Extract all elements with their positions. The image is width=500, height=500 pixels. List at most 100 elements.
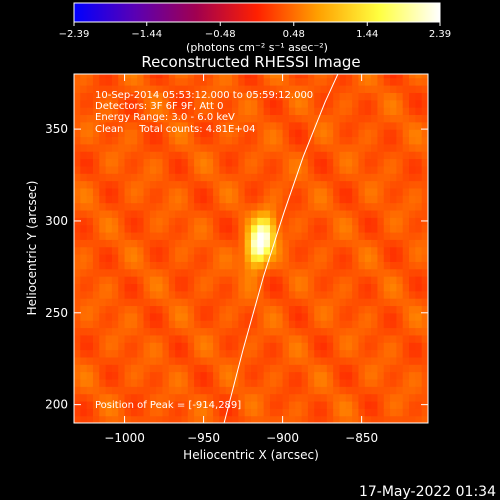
heatmap-cell	[377, 261, 385, 270]
heatmap-cell	[409, 371, 416, 380]
heatmap-cell	[232, 393, 239, 402]
heatmap-cell	[130, 254, 138, 262]
heatmap-cell	[415, 114, 423, 123]
heatmap-cell	[74, 246, 81, 255]
heatmap-cell	[92, 99, 100, 108]
heatmap-cell	[118, 415, 126, 423]
heatmap-cell	[409, 99, 416, 108]
heatmap-cell	[326, 129, 334, 138]
heatmap-cell	[257, 151, 265, 160]
heatmap-cell	[124, 239, 132, 248]
heatmap-cell	[326, 202, 334, 211]
heatmap-cell	[86, 378, 94, 387]
heatmap-cell	[371, 408, 379, 417]
heatmap-cell	[162, 246, 170, 255]
heatmap-cell	[206, 320, 214, 329]
heatmap-cell	[143, 305, 151, 314]
heatmap-cell	[402, 408, 410, 417]
heatmap-cell	[383, 400, 391, 409]
heatmap-cell	[276, 283, 284, 292]
heatmap-cell	[130, 298, 138, 307]
heatmap-cell	[206, 400, 214, 409]
heatmap-cell	[383, 276, 391, 284]
heatmap-cell	[232, 224, 239, 233]
heatmap-cell	[92, 246, 100, 255]
heatmap-cell	[118, 85, 126, 93]
heatmap-cell	[364, 400, 372, 409]
heatmap-cell	[263, 415, 271, 423]
heatmap-cell	[333, 334, 341, 343]
heatmap-cell	[320, 136, 328, 145]
heatmap-cell	[74, 224, 81, 233]
heatmap-cell	[86, 121, 94, 130]
heatmap-cell	[402, 386, 410, 395]
heatmap-cell	[168, 415, 176, 423]
heatmap-cell	[390, 364, 397, 373]
heatmap-cell	[92, 298, 100, 307]
heatmap-cell	[295, 224, 303, 233]
heatmap-cell	[339, 320, 347, 329]
heatmap-cell	[187, 136, 195, 145]
heatmap-cell	[219, 276, 227, 284]
heatmap-cell	[219, 217, 227, 226]
heatmap-cell	[162, 386, 170, 395]
heatmap-cell	[314, 121, 322, 130]
heatmap-cell	[409, 180, 416, 189]
heatmap-cell	[244, 349, 252, 358]
heatmap-cell	[187, 415, 195, 423]
heatmap-cell	[251, 92, 258, 101]
heatmap-cell	[238, 364, 246, 373]
heatmap-cell	[364, 114, 372, 123]
heatmap-cell	[105, 276, 113, 284]
heatmap-cell	[314, 209, 322, 218]
heatmap-cell	[282, 342, 290, 351]
heatmap-cell	[282, 334, 290, 343]
heatmap-cell	[118, 77, 126, 86]
heatmap-cell	[377, 77, 385, 86]
heatmap-cell	[358, 400, 366, 409]
heatmap-cell	[402, 356, 410, 365]
heatmap-cell	[383, 290, 391, 299]
heatmap-cell	[364, 77, 372, 86]
heatmap-cell	[162, 217, 170, 226]
heatmap-cell	[390, 261, 397, 270]
heatmap-cell	[301, 393, 309, 402]
heatmap-cell	[358, 165, 366, 174]
heatmap-cell	[74, 305, 81, 314]
heatmap-cell	[352, 378, 360, 387]
heatmap-cell	[206, 202, 214, 211]
colorbar-tick-label: 1.44	[356, 29, 378, 40]
heatmap-cell	[200, 356, 208, 365]
heatmap-cell	[320, 173, 328, 182]
heatmap-cell	[168, 268, 176, 277]
heatmap-cell	[390, 151, 397, 160]
heatmap-cell	[301, 151, 309, 160]
heatmap-cell	[168, 283, 176, 292]
heatmap-cell	[421, 136, 428, 145]
heatmap-cell	[80, 246, 88, 255]
heatmap-cell	[175, 298, 183, 307]
heatmap-cell	[118, 151, 126, 160]
heatmap-cell	[269, 129, 277, 138]
heatmap-cell	[213, 246, 220, 255]
heatmap-cell	[206, 209, 214, 218]
heatmap-cell	[421, 114, 428, 123]
heatmap-cell	[314, 283, 322, 292]
heatmap-cell	[219, 158, 227, 167]
heatmap-cell	[364, 386, 372, 395]
heatmap-cell	[263, 180, 271, 189]
heatmap-cell	[137, 386, 145, 395]
heatmap-cell	[118, 180, 126, 189]
heatmap-cell	[345, 349, 353, 358]
heatmap-cell	[326, 195, 334, 204]
heatmap-cell	[396, 92, 404, 101]
heatmap-cell	[345, 400, 353, 409]
heatmap-cell	[80, 77, 88, 86]
heatmap-cell	[118, 386, 126, 395]
heatmap-cell	[111, 312, 119, 321]
heatmap-cell	[257, 187, 265, 196]
heatmap-cell	[301, 202, 309, 211]
heatmap-cell	[377, 129, 385, 138]
heatmap-cell	[130, 378, 138, 387]
heatmap-cell	[187, 165, 195, 174]
